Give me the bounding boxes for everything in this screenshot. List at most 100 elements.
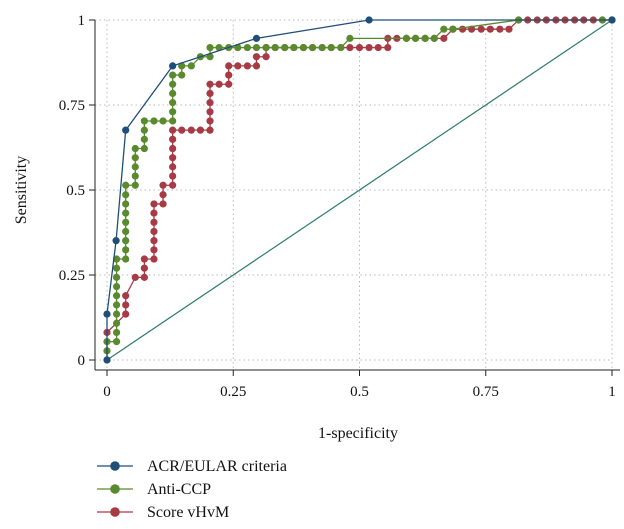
- data-point-score-vhvm: [243, 62, 251, 70]
- data-point-anti-ccp: [159, 117, 167, 125]
- axes: [94, 20, 620, 371]
- legend-marker: [110, 461, 120, 471]
- data-point-acr-eular-criteria: [103, 310, 111, 318]
- data-point-anti-ccp: [112, 328, 121, 337]
- data-point-anti-ccp: [206, 53, 214, 61]
- data-point-anti-ccp: [112, 264, 121, 272]
- data-point-score-vhvm: [122, 301, 130, 309]
- data-point-score-vhvm: [215, 80, 223, 88]
- data-point-acr-eular-criteria: [103, 356, 111, 364]
- data-point-score-vhvm: [384, 43, 392, 52]
- series: [103, 16, 616, 364]
- data-point-score-vhvm: [122, 310, 130, 318]
- data-point-anti-ccp: [122, 246, 130, 254]
- data-point-anti-ccp: [131, 181, 139, 189]
- data-point-anti-ccp: [215, 43, 223, 52]
- data-point-anti-ccp: [112, 273, 121, 281]
- data-point-score-vhvm: [477, 25, 485, 33]
- data-point-score-vhvm: [252, 62, 261, 70]
- reference-diagonal-line: [106, 19, 613, 361]
- data-point-anti-ccp: [308, 43, 317, 52]
- data-point-score-vhvm: [159, 191, 167, 199]
- series-line-score-vhvm: [106, 19, 612, 333]
- ticks: 0 0.25 0.5 0.75 1 0 0.25 0.5 0.75 1: [59, 13, 616, 400]
- y-tick-label: 0: [78, 353, 86, 369]
- data-point-score-vhvm: [159, 200, 167, 208]
- data-point-score-vhvm: [374, 43, 382, 52]
- data-point-score-vhvm: [206, 108, 214, 116]
- data-point-anti-ccp: [271, 43, 279, 52]
- data-point-anti-ccp: [122, 237, 130, 245]
- data-point-score-vhvm: [150, 246, 158, 254]
- data-point-anti-ccp: [178, 71, 186, 79]
- data-point-score-vhvm: [206, 126, 214, 134]
- data-point-anti-ccp: [169, 99, 177, 107]
- data-point-anti-ccp: [318, 43, 326, 52]
- data-point-score-vhvm: [225, 62, 233, 70]
- data-point-score-vhvm: [178, 126, 186, 134]
- y-axis-label: Sensitivity: [13, 156, 30, 224]
- legend-item-anti-ccp: Anti-CCP: [97, 481, 211, 498]
- x-tick-label: 0.25: [220, 384, 246, 400]
- data-point-anti-ccp: [327, 43, 335, 52]
- data-point-score-vhvm: [486, 25, 494, 33]
- grid: [95, 19, 613, 370]
- data-point-anti-ccp: [262, 43, 270, 52]
- data-point-score-vhvm: [169, 144, 177, 153]
- data-point-score-vhvm: [150, 255, 158, 263]
- data-point-anti-ccp: [140, 126, 148, 134]
- data-point-anti-ccp: [402, 34, 411, 42]
- data-point-score-vhvm: [458, 25, 467, 33]
- data-point-acr-eular-criteria: [112, 237, 120, 245]
- legend-label: Anti-CCP: [147, 481, 211, 498]
- data-point-score-vhvm: [169, 154, 177, 162]
- data-point-score-vhvm: [150, 200, 158, 208]
- series-acr-eular-criteria: [103, 16, 616, 364]
- data-point-anti-ccp: [112, 255, 121, 263]
- data-point-acr-eular-criteria: [122, 126, 130, 134]
- data-point-anti-ccp: [122, 218, 130, 226]
- data-point-score-vhvm: [150, 227, 158, 236]
- data-point-score-vhvm: [150, 237, 158, 245]
- data-point-acr-eular-criteria: [252, 34, 261, 42]
- legend-label: ACR/EULAR criteria: [147, 458, 287, 475]
- data-point-score-vhvm: [496, 25, 504, 33]
- data-point-score-vhvm: [169, 181, 177, 189]
- data-point-score-vhvm: [206, 117, 214, 125]
- data-point-anti-ccp: [122, 191, 130, 199]
- data-point-anti-ccp: [169, 71, 177, 79]
- data-point-anti-ccp: [122, 255, 130, 263]
- data-point-anti-ccp: [140, 135, 148, 143]
- data-point-anti-ccp: [169, 89, 177, 98]
- y-tick-label: 0.5: [66, 183, 85, 199]
- y-tick-label: 1: [78, 13, 86, 29]
- series-line-acr-eular-criteria: [106, 19, 612, 360]
- data-point-anti-ccp: [252, 43, 261, 52]
- data-point-score-vhvm: [140, 273, 148, 281]
- x-tick-label: 0.5: [350, 384, 369, 400]
- data-point-score-vhvm: [187, 126, 195, 134]
- data-point-anti-ccp: [169, 80, 177, 88]
- y-tick-label: 0.25: [59, 268, 85, 284]
- data-point-score-vhvm: [206, 80, 214, 88]
- data-point-score-vhvm: [346, 43, 354, 52]
- data-point-score-vhvm: [169, 126, 177, 134]
- data-point-score-vhvm: [150, 218, 158, 226]
- data-point-score-vhvm: [196, 126, 205, 134]
- x-tick-label: 0: [103, 384, 111, 400]
- data-point-anti-ccp: [187, 62, 195, 70]
- legend-item-acr-eular-criteria: ACR/EULAR criteria: [97, 458, 287, 475]
- data-point-score-vhvm: [140, 255, 148, 263]
- data-point-anti-ccp: [112, 282, 121, 291]
- data-point-anti-ccp: [122, 227, 130, 236]
- data-point-score-vhvm: [206, 89, 214, 98]
- data-point-anti-ccp: [421, 34, 429, 42]
- data-point-anti-ccp: [206, 43, 214, 52]
- data-point-anti-ccp: [140, 117, 148, 125]
- data-point-anti-ccp: [243, 43, 251, 52]
- data-point-anti-ccp: [411, 34, 420, 42]
- data-point-anti-ccp: [169, 117, 177, 125]
- data-point-anti-ccp: [122, 209, 130, 217]
- data-point-anti-ccp: [112, 301, 121, 309]
- data-point-anti-ccp: [140, 144, 148, 153]
